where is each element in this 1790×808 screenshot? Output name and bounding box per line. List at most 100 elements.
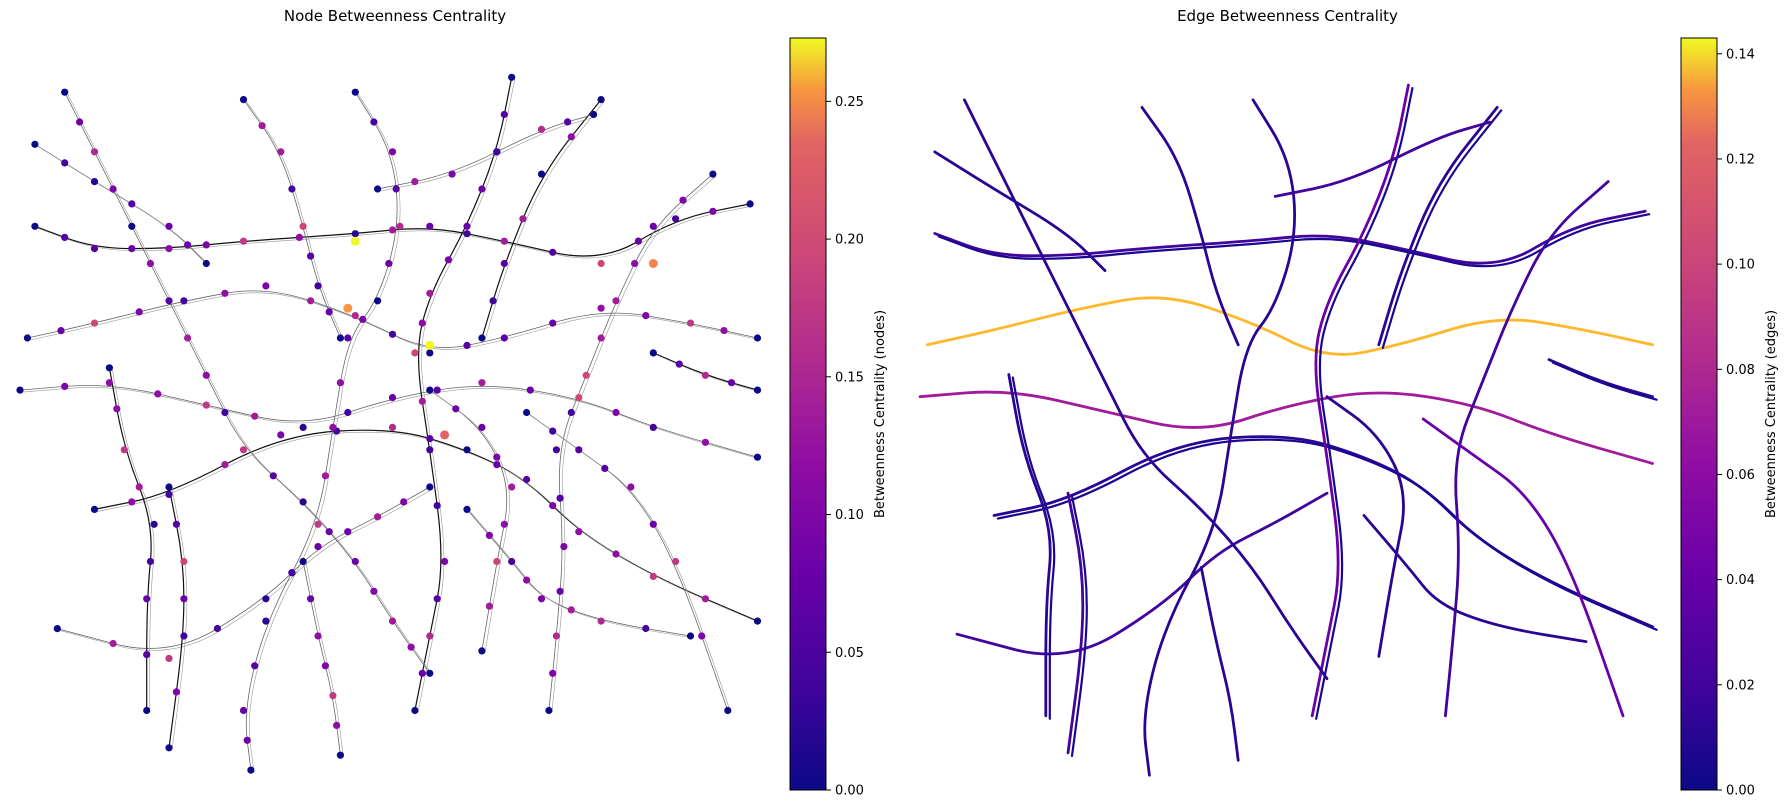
station-node bbox=[165, 490, 173, 498]
colorbar-tick-label: 0.10 bbox=[835, 508, 864, 523]
station-node bbox=[299, 557, 307, 566]
station-node bbox=[314, 520, 322, 528]
station-node bbox=[165, 654, 173, 663]
node-colorbar-label: Betweenness Centrality (nodes) bbox=[873, 310, 888, 518]
station-node bbox=[374, 513, 382, 521]
station-node bbox=[672, 557, 680, 566]
station-node bbox=[344, 528, 352, 536]
station-node bbox=[597, 304, 605, 312]
network-edge bbox=[918, 390, 1654, 465]
station-node bbox=[612, 297, 620, 305]
network-edge bbox=[1143, 98, 1297, 777]
station-node bbox=[597, 617, 605, 625]
station-node bbox=[701, 438, 710, 446]
network-edge bbox=[1199, 566, 1240, 762]
network-edge bbox=[551, 175, 717, 713]
station-node bbox=[400, 498, 408, 506]
colorbar-tick-label: 0.00 bbox=[1726, 784, 1755, 799]
network-edge bbox=[27, 290, 758, 348]
station-node bbox=[463, 341, 471, 349]
network-edge bbox=[94, 429, 758, 622]
station-node bbox=[523, 408, 531, 417]
station-node bbox=[172, 688, 180, 696]
station-node bbox=[325, 308, 333, 316]
station-node bbox=[143, 651, 151, 659]
station-node bbox=[388, 394, 397, 402]
station-node bbox=[143, 595, 151, 603]
network-edge bbox=[37, 146, 210, 266]
network-edge bbox=[432, 391, 511, 653]
station-node bbox=[753, 334, 762, 342]
station-node bbox=[262, 282, 270, 290]
station-node-high bbox=[440, 430, 450, 440]
station-node bbox=[489, 297, 497, 305]
station-node bbox=[567, 606, 575, 614]
station-node bbox=[500, 110, 508, 119]
network-edge bbox=[243, 99, 341, 339]
station-node bbox=[165, 245, 173, 253]
station-node bbox=[262, 617, 270, 625]
station-node bbox=[672, 215, 680, 223]
station-node bbox=[351, 557, 359, 566]
station-node bbox=[575, 528, 583, 536]
station-node bbox=[165, 222, 173, 230]
network-edge bbox=[933, 150, 1107, 272]
station-node bbox=[128, 498, 136, 506]
colorbar-tick-label: 0.02 bbox=[1726, 678, 1755, 693]
edge-colorbar bbox=[1680, 37, 1718, 791]
station-node bbox=[184, 334, 192, 342]
station-node bbox=[575, 394, 583, 402]
station-node bbox=[500, 334, 508, 342]
station-node bbox=[675, 360, 683, 368]
station-node bbox=[239, 96, 248, 104]
station-node bbox=[444, 256, 452, 264]
station-node bbox=[307, 252, 315, 260]
station-node bbox=[642, 312, 650, 320]
station-node bbox=[221, 408, 229, 417]
station-node bbox=[321, 662, 329, 670]
station-node bbox=[374, 297, 382, 305]
station-node bbox=[418, 669, 426, 677]
station-node bbox=[374, 185, 382, 193]
station-node bbox=[213, 624, 221, 633]
station-node bbox=[202, 401, 210, 409]
station-node bbox=[299, 498, 307, 506]
node-panel-title: Node Betweenness Centrality bbox=[283, 7, 507, 25]
station-node bbox=[433, 386, 441, 394]
station-node bbox=[90, 319, 99, 327]
station-node bbox=[143, 706, 151, 715]
station-node bbox=[321, 472, 329, 480]
station-node bbox=[567, 408, 575, 417]
station-node bbox=[351, 88, 359, 96]
network-edge bbox=[656, 354, 761, 393]
station-node bbox=[61, 382, 69, 390]
station-node bbox=[180, 632, 188, 640]
station-node bbox=[523, 475, 531, 484]
station-node bbox=[567, 133, 575, 141]
colorbar-tick-label: 0.12 bbox=[1726, 152, 1755, 167]
station-node bbox=[16, 386, 24, 394]
station-node bbox=[411, 349, 419, 357]
station-node bbox=[388, 226, 397, 234]
network-edge bbox=[1362, 514, 1588, 643]
colorbar-tick-label: 0.25 bbox=[835, 95, 864, 110]
station-node bbox=[411, 706, 419, 715]
station-node bbox=[537, 595, 546, 603]
station-node bbox=[314, 543, 322, 551]
station-node bbox=[426, 386, 434, 394]
station-node bbox=[105, 364, 113, 372]
station-node bbox=[508, 73, 516, 81]
station-node bbox=[686, 319, 695, 327]
colorbar-tick-label: 0.14 bbox=[1726, 47, 1755, 62]
station-node bbox=[251, 662, 259, 670]
station-node bbox=[105, 379, 113, 387]
station-node bbox=[649, 222, 657, 230]
colorbar-tick-label: 0.04 bbox=[1726, 573, 1755, 588]
station-node bbox=[247, 766, 255, 774]
station-node bbox=[753, 453, 762, 461]
network-edge bbox=[1547, 358, 1654, 399]
station-node bbox=[564, 118, 572, 126]
network-edge bbox=[305, 563, 344, 758]
station-node bbox=[239, 237, 248, 245]
station-node bbox=[135, 308, 143, 316]
